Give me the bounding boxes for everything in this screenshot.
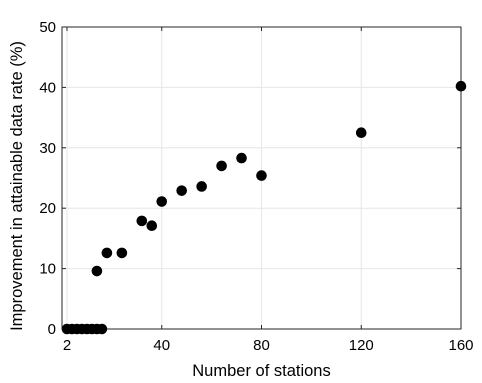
y-tick-label: 20 (39, 200, 56, 217)
x-tick-label: 160 (448, 337, 473, 354)
data-point (176, 185, 187, 196)
grid (62, 27, 461, 329)
y-tick-label: 10 (39, 261, 56, 278)
data-point (196, 181, 207, 192)
x-tick-label: 120 (349, 337, 374, 354)
x-tick-label: 40 (153, 337, 170, 354)
data-point (156, 196, 168, 207)
data-point (91, 265, 103, 277)
data-point (101, 247, 113, 259)
y-tick-label: 30 (39, 140, 56, 157)
data-point (116, 247, 128, 259)
y-tick-label: 40 (39, 79, 56, 96)
x-tick-label: 80 (253, 337, 270, 354)
data-point (216, 160, 227, 172)
data-point (355, 127, 367, 138)
x-tick-label: 2 (63, 337, 71, 354)
x-axis-label: Number of stations (192, 362, 330, 380)
data-point (146, 220, 158, 232)
data-points (61, 80, 467, 335)
y-tick-label: 50 (39, 19, 56, 36)
data-point (96, 323, 108, 335)
data-point (455, 80, 467, 92)
data-point (236, 152, 247, 164)
ticks: 2 40 80 120 160 0 10 20 30 40 50 (39, 19, 473, 354)
y-axis-label: Improvement in attainable data rate (%) (8, 41, 26, 331)
y-tick-label: 0 (48, 321, 56, 338)
data-point (256, 170, 267, 181)
data-point (136, 215, 148, 227)
